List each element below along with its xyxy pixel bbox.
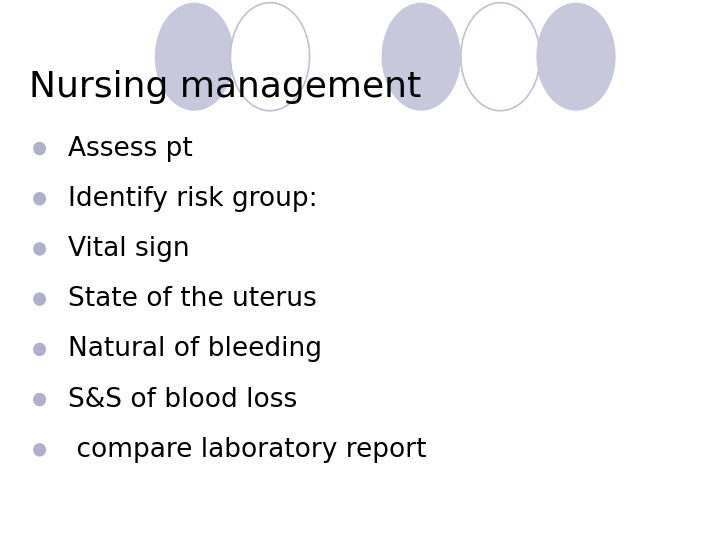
Ellipse shape (155, 3, 234, 111)
Text: Assess pt: Assess pt (68, 136, 193, 161)
Ellipse shape (230, 3, 310, 111)
Ellipse shape (33, 342, 46, 356)
Ellipse shape (382, 3, 461, 111)
Ellipse shape (33, 393, 46, 406)
Ellipse shape (33, 141, 46, 156)
Text: State of the uterus: State of the uterus (68, 286, 317, 312)
Ellipse shape (536, 3, 616, 111)
Ellipse shape (33, 192, 46, 205)
Ellipse shape (461, 3, 540, 111)
Ellipse shape (33, 242, 46, 255)
Text: Nursing management: Nursing management (29, 70, 421, 104)
Ellipse shape (33, 443, 46, 456)
Ellipse shape (33, 292, 46, 306)
Text: Vital sign: Vital sign (68, 236, 190, 262)
Text: Identify risk group:: Identify risk group: (68, 186, 318, 212)
Text: S&S of blood loss: S&S of blood loss (68, 387, 297, 413)
Text: compare laboratory report: compare laboratory report (68, 437, 427, 463)
Text: Natural of bleeding: Natural of bleeding (68, 336, 323, 362)
